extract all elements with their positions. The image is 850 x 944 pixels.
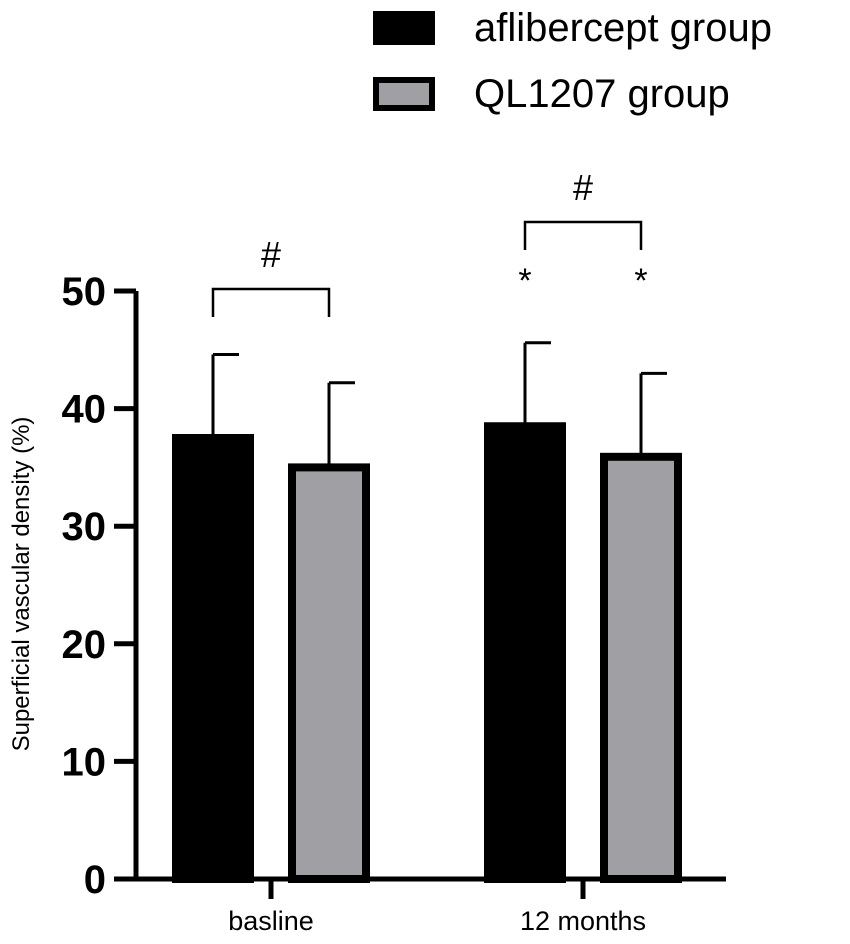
significance-annotations: # # * * (211, 167, 648, 317)
bar-aflibercept (484, 422, 566, 883)
bars (172, 422, 682, 883)
legend-swatch-ql1207 (373, 77, 435, 111)
y-tick-label: 0 (84, 858, 106, 902)
y-tick-label: 40 (62, 388, 107, 432)
x-category-label: 12 months (520, 906, 646, 936)
significance-bracket (523, 220, 643, 250)
bar-aflibercept (172, 434, 254, 883)
legend-label: QL1207 group (474, 72, 730, 116)
legend: aflibercept group QL1207 group (373, 6, 772, 116)
y-tick-label: 50 (62, 270, 107, 314)
legend-swatch-aflibercept (373, 11, 435, 45)
y-axis-title: Superficial vascular density (%) (8, 417, 35, 752)
significance-hash: # (261, 234, 281, 275)
significance-bracket (211, 287, 331, 317)
bar-ql1207 (600, 452, 682, 883)
x-category-label: basline (228, 906, 314, 936)
significance-star: * (634, 262, 647, 300)
error-bars (211, 341, 667, 468)
y-tick-label: 20 (62, 623, 107, 667)
significance-hash: # (573, 167, 593, 208)
y-tick-label: 10 (62, 740, 107, 784)
bar-ql1207 (288, 463, 370, 883)
significance-star: * (518, 262, 531, 300)
legend-label: aflibercept group (474, 6, 772, 50)
axes: 0 10 20 30 40 50 basline 12 months (62, 270, 726, 936)
y-tick-label: 30 (62, 505, 107, 549)
